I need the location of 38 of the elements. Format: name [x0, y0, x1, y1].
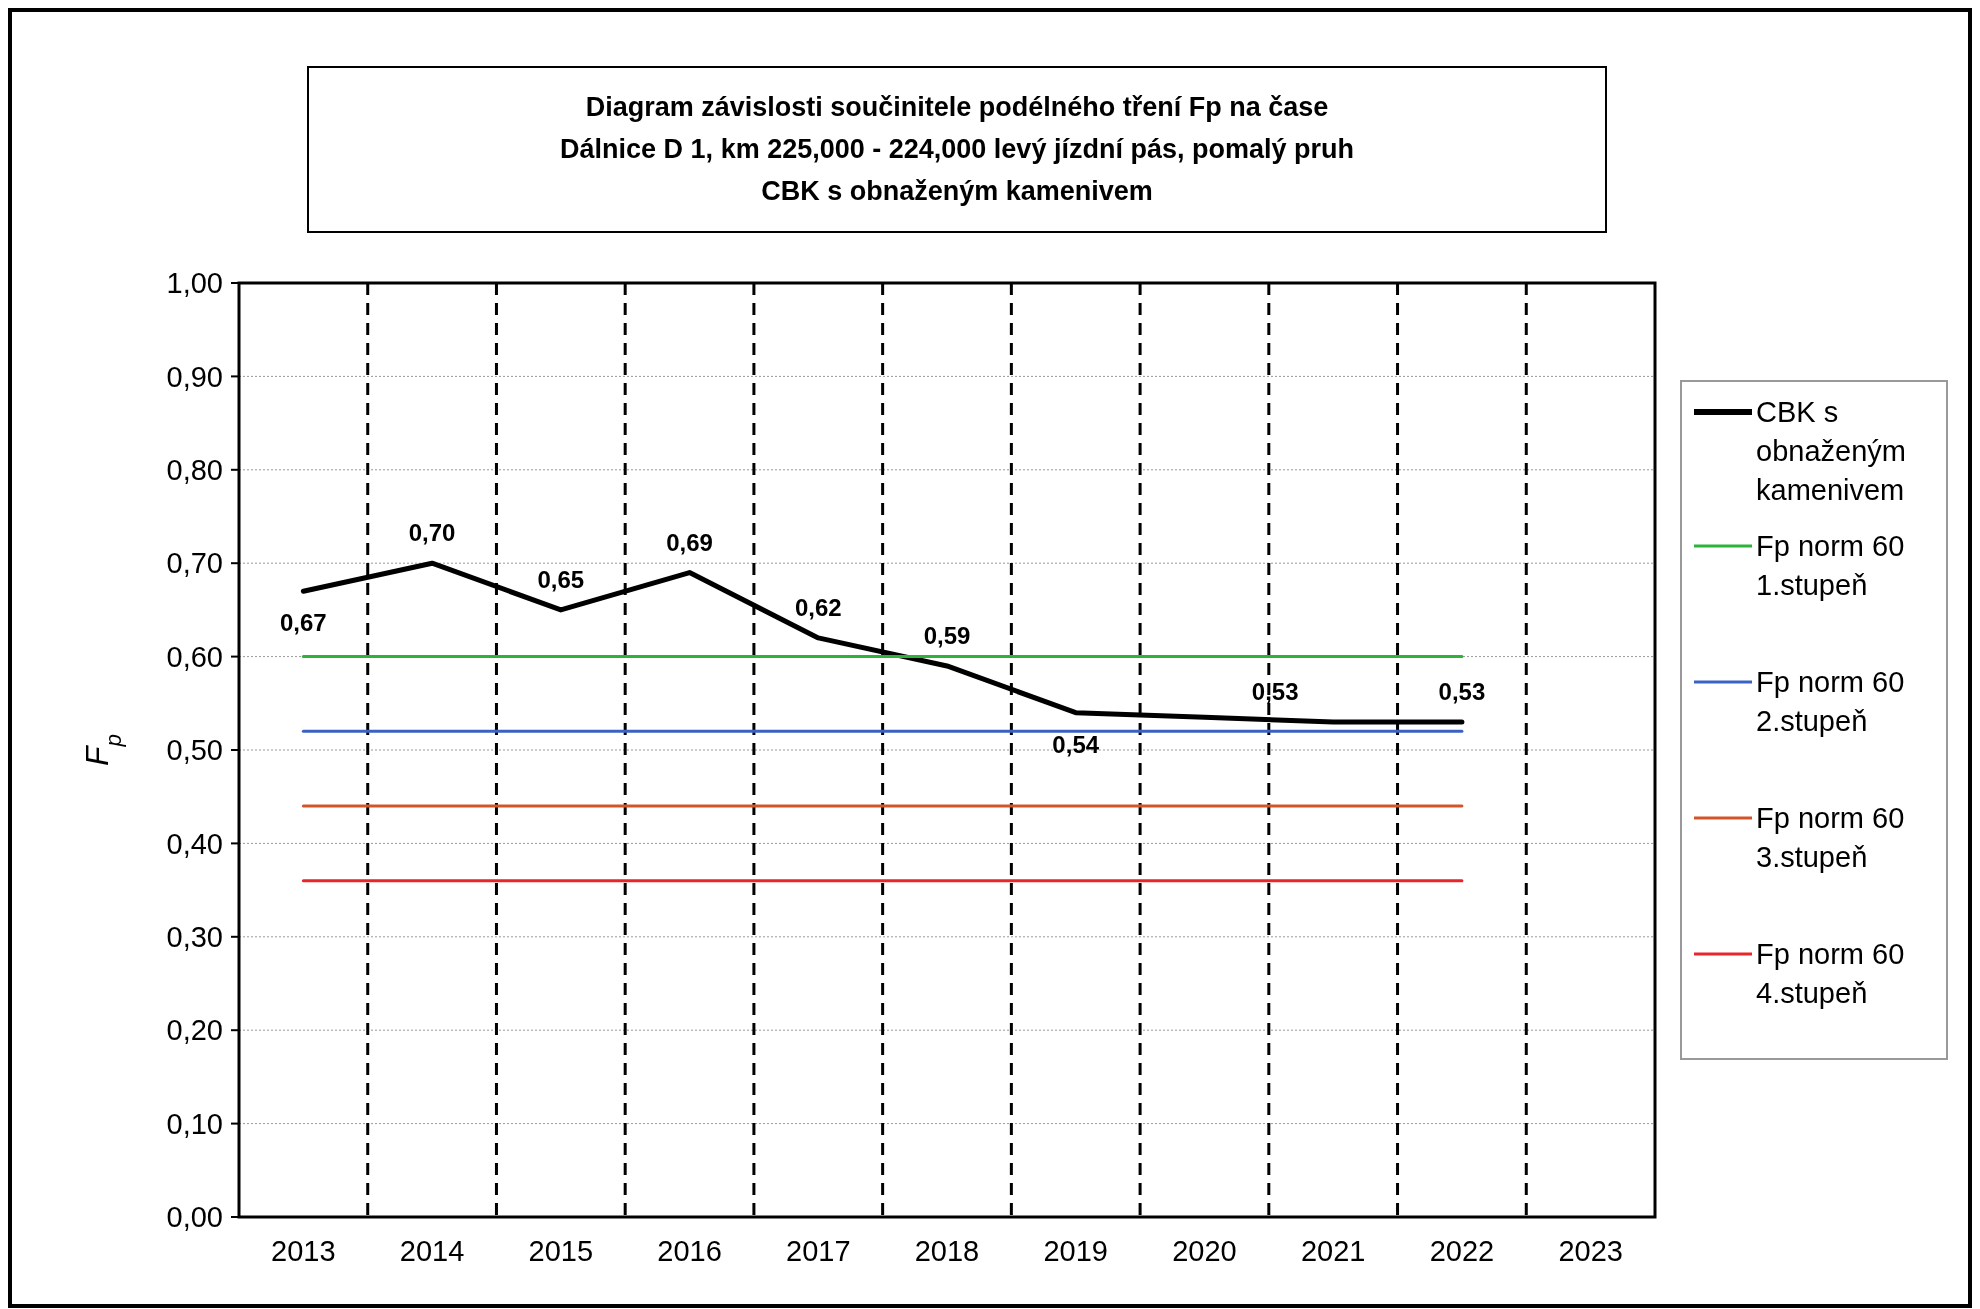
x-tick-label: 2018 — [914, 1235, 980, 1267]
x-tick-label: 2017 — [786, 1235, 851, 1267]
y-tick-label: 0,90 — [166, 360, 223, 393]
chart-title: Diagram závislosti součinitele podélného tření Fp na čase — [585, 92, 1329, 122]
y-tick-label: 0,20 — [166, 1014, 223, 1047]
x-tick-label: 2022 — [1429, 1235, 1495, 1267]
legend-label: Fp norm 60 2.stupeň — [1756, 666, 1905, 738]
data-label: 0,67 — [280, 609, 327, 637]
y-tick-label: 0,00 — [166, 1201, 223, 1234]
data-label: 0,53 — [1251, 677, 1299, 705]
data-label: 0,54 — [1052, 730, 1100, 758]
data-label: 0,59 — [923, 621, 971, 649]
y-tick-label: 0,40 — [166, 827, 223, 860]
x-tick-label: 2014 — [399, 1235, 465, 1267]
x-tick-label: 2021 — [1300, 1235, 1366, 1267]
x-tick-label: 2020 — [1172, 1235, 1237, 1267]
chart-subtitle: Dálnice D 1, km 225,000 - 224,000 levý jízdní pás, pomalý pruh CBK s obnaženým kamenivem — [560, 134, 1354, 206]
data-label: 0,70 — [408, 519, 456, 547]
y-tick-label: 0,80 — [166, 453, 223, 486]
x-tick-label: 2013 — [271, 1235, 336, 1267]
y-tick-label: 1,00 — [166, 267, 223, 300]
x-tick-label: 2016 — [657, 1235, 722, 1267]
data-label: 0,69 — [666, 528, 713, 556]
legend-label: Fp norm 60 4.stupeň — [1756, 938, 1905, 1010]
legend-label: Fp norm 60 1.stupeň — [1756, 530, 1905, 602]
y-tick-label: 0,70 — [166, 547, 223, 580]
legend-label: CBK s obnaženým kamenivem — [1756, 396, 1906, 507]
x-tick-label: 2015 — [528, 1235, 594, 1267]
y-tick-label: 0,50 — [166, 734, 223, 767]
y-tick-label: 0,30 — [166, 920, 223, 953]
data-label: 0,53 — [1438, 677, 1486, 705]
y-tick-label: 0,10 — [166, 1107, 223, 1140]
x-tick-label: 2019 — [1043, 1235, 1108, 1267]
y-tick-label: 0,60 — [166, 640, 223, 673]
x-tick-label: 2023 — [1558, 1235, 1623, 1267]
data-label: 0,65 — [537, 565, 585, 593]
legend-label: Fp norm 60 3.stupeň — [1756, 802, 1905, 874]
data-label: 0,62 — [794, 593, 842, 621]
